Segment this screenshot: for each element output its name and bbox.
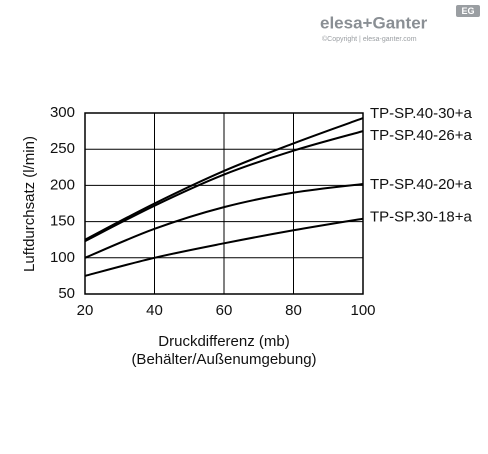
series-label: TP-SP.40-20+a bbox=[370, 176, 473, 193]
y-tick-label: 200 bbox=[50, 176, 75, 193]
series-line bbox=[84, 130, 364, 243]
x-axis-note: (Behälter/Außenumgebung) bbox=[131, 351, 316, 368]
x-tick-label: 40 bbox=[146, 302, 163, 319]
series-label: TP-SP.30-18+a bbox=[370, 209, 473, 226]
series-line bbox=[84, 217, 364, 277]
copyright: ©Copyright | elesa-ganter.com bbox=[322, 35, 417, 43]
series-line bbox=[84, 117, 364, 241]
y-tick-label: 250 bbox=[50, 140, 75, 157]
x-tick-label: 100 bbox=[350, 302, 375, 319]
x-tick-label: 60 bbox=[216, 302, 233, 319]
brand-logo: elesa+Ganter bbox=[320, 13, 428, 32]
series-label: TP-SP.40-30+a bbox=[370, 105, 473, 122]
x-axis-label: Druckdifferenz (mb) bbox=[158, 333, 289, 350]
series-line bbox=[84, 182, 364, 259]
x-tick-label: 20 bbox=[77, 302, 94, 319]
y-tick-label: 50 bbox=[58, 285, 75, 302]
series-label: TP-SP.40-26+a bbox=[370, 127, 473, 144]
plot-frame bbox=[84, 112, 364, 295]
brand-badge-box bbox=[456, 5, 480, 17]
y-axis-label: Luftdurchsatz (l/min) bbox=[21, 136, 38, 272]
y-tick-label: 100 bbox=[50, 249, 75, 266]
brand-badge: EG bbox=[461, 6, 474, 16]
y-tick-label: 300 bbox=[50, 104, 75, 121]
x-tick-label: 80 bbox=[285, 302, 302, 319]
y-tick-label: 150 bbox=[50, 213, 75, 230]
